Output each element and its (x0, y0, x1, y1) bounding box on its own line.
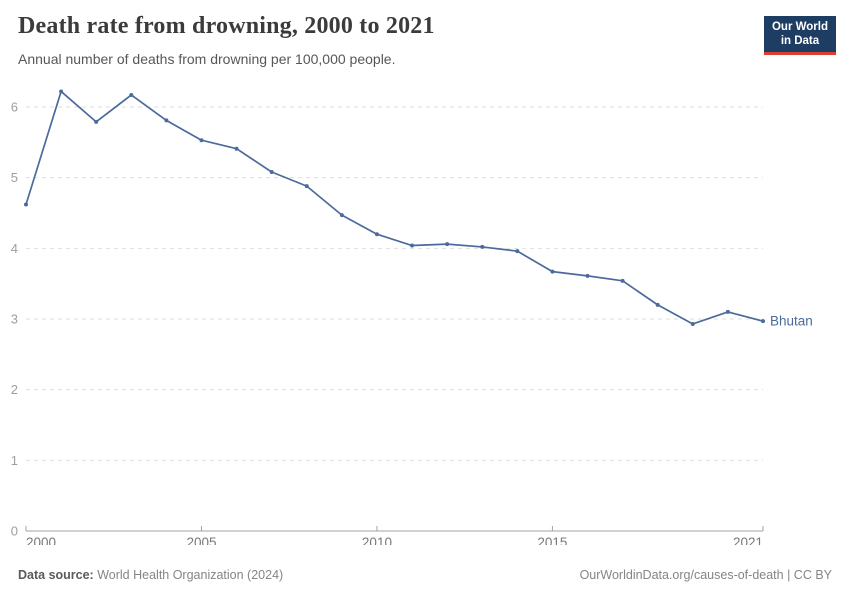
data-point[interactable] (374, 232, 379, 237)
line-chart-plot[interactable]: 0 1 2 3 4 5 6 2000 2005 2010 2015 2021 Bhutan (0, 80, 850, 545)
data-point[interactable] (655, 302, 660, 307)
data-point[interactable] (59, 89, 64, 94)
y-tick-label: 2 (11, 382, 18, 397)
chart-footer: Data source: World Health Organization (… (18, 568, 832, 582)
data-point[interactable] (304, 184, 309, 189)
x-tick-label: 2010 (362, 535, 392, 545)
chart-title: Death rate from drowning, 2000 to 2021 (18, 13, 435, 39)
series-end-label[interactable]: Bhutan (770, 314, 813, 329)
data-point[interactable] (515, 249, 520, 254)
x-tick-label: 2000 (26, 535, 56, 545)
series-line-bhutan[interactable] (25, 90, 764, 325)
data-point[interactable] (761, 319, 765, 324)
owid-logo-line1: Our World (771, 21, 828, 33)
data-point[interactable] (199, 138, 204, 143)
y-tick-label: 4 (11, 241, 18, 256)
data-point[interactable] (725, 309, 730, 314)
credit-link[interactable]: OurWorldinData.org/causes-of-death | CC … (579, 568, 832, 582)
owid-logo[interactable]: Our World in Data (763, 16, 836, 55)
y-tick-label: 1 (11, 453, 18, 468)
x-tick-label: 2005 (186, 535, 216, 545)
data-source-note: Data source: World Health Organization (… (18, 568, 283, 582)
data-point[interactable] (410, 243, 415, 248)
data-point[interactable] (690, 321, 695, 326)
y-tick-label: 6 (11, 100, 18, 115)
data-point[interactable] (164, 118, 169, 123)
chart-subtitle: Annual number of deaths from drowning pe… (18, 51, 396, 67)
data-point[interactable] (129, 92, 134, 97)
data-point[interactable] (585, 273, 590, 278)
data-point[interactable] (339, 213, 344, 218)
owid-logo-line2: in Data (780, 35, 820, 48)
data-source-label: Data source: (18, 568, 94, 582)
data-point[interactable] (234, 146, 239, 151)
data-source-value: World Health Organization (2024) (97, 568, 284, 582)
data-point[interactable] (445, 242, 450, 247)
y-tick-label: 0 (11, 524, 18, 539)
data-point[interactable] (550, 269, 555, 274)
x-tick-label: 2015 (537, 535, 567, 545)
data-point[interactable] (24, 202, 28, 207)
y-tick-label: 3 (11, 312, 18, 327)
y-tick-label: 5 (11, 170, 18, 185)
data-point[interactable] (94, 119, 99, 124)
data-point[interactable] (620, 278, 625, 283)
data-point[interactable] (480, 244, 485, 249)
data-point[interactable] (269, 170, 274, 175)
x-tick-label: 2021 (733, 535, 763, 545)
